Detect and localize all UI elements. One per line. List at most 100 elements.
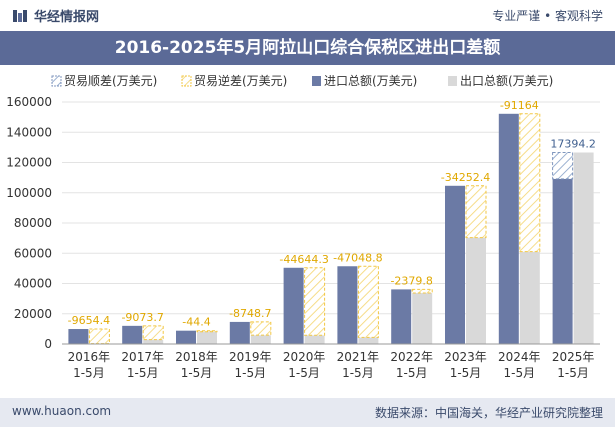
bar-group-8: -91164 <box>498 99 541 344</box>
export-bar <box>304 335 325 344</box>
import-bar <box>445 185 465 344</box>
import-bar <box>122 325 143 344</box>
balance-data-label: -8748.7 <box>229 307 271 320</box>
bar-group-3: -8748.7 <box>229 307 272 344</box>
x-tick-label-period: 1-5月 <box>127 366 159 380</box>
deficit-bar <box>357 265 379 338</box>
x-tick-label-year: 2024年 <box>498 350 541 364</box>
import-bar <box>337 266 358 344</box>
export-bar <box>412 292 433 344</box>
bar-group-6: -2379.8 <box>390 274 433 344</box>
brand-logo-icon <box>13 9 27 22</box>
bar-group-2: -44.4 <box>176 316 218 344</box>
y-tick-label: 40000 <box>14 277 52 291</box>
y-axis: 0 20000 40000 60000 80000 100000 120000 140000 1… <box>6 95 52 351</box>
bar-group-1: -9073.7 <box>121 311 164 344</box>
export-bar <box>197 330 217 344</box>
export-bar <box>573 152 594 344</box>
deficit-bar <box>519 113 541 253</box>
deficit-bar <box>411 288 433 294</box>
y-tick-label: 80000 <box>14 216 52 230</box>
deficit-bar <box>304 267 326 336</box>
top-bar: 华经情报网 专业严谨 • 客观科学 <box>0 0 615 30</box>
balance-data-label: -44644.3 <box>279 253 328 266</box>
y-tick-label: 160000 <box>6 95 52 109</box>
y-tick-label: 140000 <box>6 125 52 139</box>
legend-label-2: 进口总额(万美元) <box>324 74 417 88</box>
x-tick-label-year: 2023年 <box>444 350 487 364</box>
legend-swatch-2 <box>312 76 321 86</box>
bar-group-5: -47048.8 <box>333 251 383 344</box>
chart: 贸易顺差(万美元) 贸易逆差(万美元) 进口总额(万美元) 出口总额(万美元) 0 20… <box>6 73 600 380</box>
bars: -9654.4 -9073.7 -44.4 -8748.7 -44644.3 -47048… <box>68 99 596 345</box>
surplus-bar <box>552 152 574 180</box>
legend-label-0: 贸易顺差(万美元) <box>64 74 157 88</box>
gridlines <box>62 101 600 315</box>
x-tick-label-year: 2016年 <box>68 350 111 364</box>
brand[interactable]: 华经情报网 <box>12 6 99 25</box>
footer-source: 数据来源：中国海关，华经产业研究院整理 <box>374 406 603 420</box>
legend-swatch-1 <box>181 75 192 87</box>
legend-label-3: 出口总额(万美元) <box>460 74 553 88</box>
y-tick-label: 20000 <box>14 307 52 321</box>
footer: www.huaon.com 数据来源：中国海关，华经产业研究院整理 <box>0 398 615 427</box>
x-tick-label-period: 1-5月 <box>557 366 589 380</box>
bar-group-9: 17394.2 <box>550 138 596 344</box>
import-bar <box>229 321 250 344</box>
balance-data-label: -9073.7 <box>121 311 163 324</box>
export-bar <box>250 335 271 344</box>
balance-data-label: 17394.2 <box>550 138 596 151</box>
x-axis: 2016年 1-5月 2017年 1-5月 2018年 1-5月 2019年 1-5月 2020… <box>62 343 600 380</box>
x-tick-label-year: 2022年 <box>390 350 433 364</box>
deficit-bar <box>142 325 164 341</box>
y-tick-label: 60000 <box>14 246 52 260</box>
bar-group-0: -9654.4 <box>68 314 110 345</box>
x-tick-label-period: 1-5月 <box>450 366 482 380</box>
deficit-bar <box>88 328 110 345</box>
import-bar <box>498 113 519 344</box>
export-bar <box>358 337 379 344</box>
x-tick-label-year: 2021年 <box>337 350 380 364</box>
x-tick-label-period: 1-5月 <box>396 366 428 380</box>
bar-group-7: -34252.4 <box>441 171 490 344</box>
x-tick-label-period: 1-5月 <box>288 366 320 380</box>
x-tick-label-period: 1-5月 <box>342 366 374 380</box>
legend-swatch-3 <box>448 76 457 86</box>
export-bar <box>466 237 486 344</box>
balance-data-label: -91164 <box>500 99 539 112</box>
import-bar <box>68 329 89 344</box>
balance-data-label: -44.4 <box>182 316 210 329</box>
x-tick-label-year: 2020年 <box>283 350 326 364</box>
import-bar <box>391 289 412 344</box>
x-tick-label-period: 1-5月 <box>181 366 213 380</box>
deficit-bar <box>250 321 272 336</box>
footer-url[interactable]: www.huaon.com <box>12 404 112 418</box>
export-bar <box>143 339 164 344</box>
bar-group-4: -44644.3 <box>279 253 329 344</box>
deficit-bar <box>196 330 218 333</box>
y-tick-label: 0 <box>44 337 52 351</box>
y-tick-label: 100000 <box>6 186 52 200</box>
brand-name: 华经情报网 <box>34 10 100 25</box>
x-tick-label-year: 2018年 <box>175 350 218 364</box>
legend-swatch-0 <box>51 75 62 87</box>
x-tick-label-period: 1-5月 <box>234 366 266 380</box>
import-bar <box>552 178 573 344</box>
x-tick-label-year: 2017年 <box>121 350 164 364</box>
export-bar <box>519 251 540 344</box>
deficit-bar <box>465 185 487 239</box>
x-tick-label-year: 2025年 <box>552 350 595 364</box>
balance-data-label: -34252.4 <box>441 171 490 184</box>
import-bar <box>283 267 304 344</box>
legend-label-1: 贸易逆差(万美元) <box>194 73 287 88</box>
balance-data-label: -9654.4 <box>68 314 110 327</box>
y-tick-label: 120000 <box>6 156 52 170</box>
import-bar <box>176 330 196 344</box>
tagline: 专业严谨 • 客观科学 <box>492 9 603 23</box>
x-tick-label-period: 1-5月 <box>503 366 535 380</box>
balance-data-label: -47048.8 <box>333 251 382 264</box>
x-tick-label-period: 1-5月 <box>73 366 105 380</box>
legend: 贸易顺差(万美元) 贸易逆差(万美元) 进口总额(万美元) 出口总额(万美元) <box>51 73 553 88</box>
balance-data-label: -2379.8 <box>390 274 432 287</box>
x-tick-label-year: 2019年 <box>229 350 272 364</box>
